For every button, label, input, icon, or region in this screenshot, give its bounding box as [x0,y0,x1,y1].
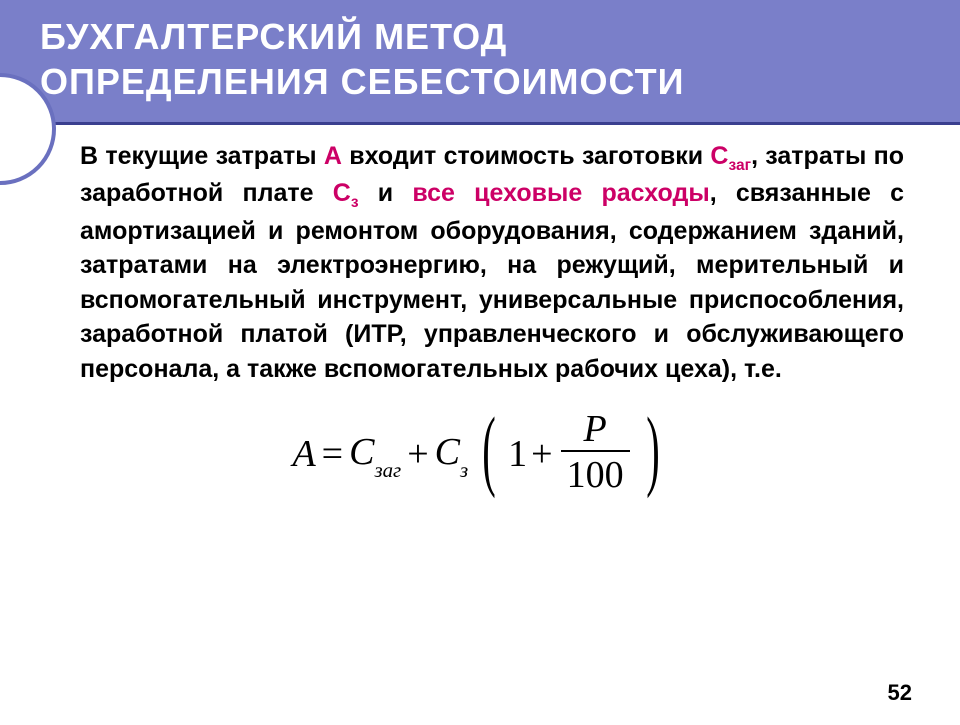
fraction-denominator: 100 [561,450,630,494]
title-line-1: БУХГАЛТЕРСКИЙ МЕТОД [40,14,940,59]
symbol-C-zag: Сзаг [710,142,751,170]
right-paren-icon: ) [646,414,659,486]
formula-C1: Cзаг [349,430,401,479]
text-run: В текущие затраты [80,142,324,170]
formula-plus2: + [531,432,552,476]
title-line-2: ОПРЕДЕЛЕНИЯ СЕБЕСТОИМОСТИ [40,59,940,104]
formula-C2: Cз [435,430,469,479]
text-run: входит стоимость заготовки [342,142,710,170]
content-area: В текущие затраты А входит стоимость заг… [0,125,960,725]
symbol-C-z: Сз [333,179,359,207]
left-paren-icon: ( [482,414,495,486]
formula-one: 1 [508,432,527,476]
formula-A: A [292,432,315,476]
text-run: , связанные с амортизацией и ремонтом об… [80,179,904,382]
formula-paren-group: ( 1 + P 100 ) [474,412,667,496]
page-number: 52 [888,680,912,706]
accent-phrase: все цеховые расходы [412,179,709,207]
symbol-A: А [324,142,342,170]
formula-fraction: P 100 [561,410,630,494]
formula-eq: = [322,432,343,476]
formula-plus1: + [407,432,428,476]
body-paragraph: В текущие затраты А входит стоимость заг… [0,125,960,386]
slide-title-bar: БУХГАЛТЕРСКИЙ МЕТОД ОПРЕДЕЛЕНИЯ СЕБЕСТОИ… [0,0,960,125]
text-run: и [359,179,413,207]
formula: A = Cзаг + Cз ( 1 + P 100 ) [0,412,960,496]
fraction-numerator: P [571,410,618,450]
